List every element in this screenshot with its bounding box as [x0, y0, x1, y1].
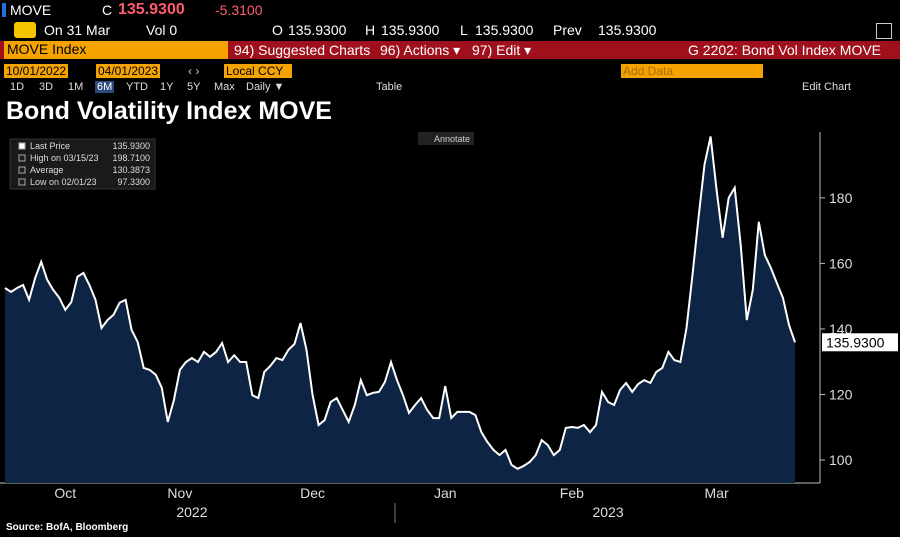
open-value: 135.9300: [288, 22, 347, 38]
legend-value: 130.3873: [112, 165, 150, 175]
x-year-label: 2022: [176, 504, 207, 520]
x-tick-label: Mar: [705, 485, 729, 501]
open-label: O: [272, 22, 283, 38]
date-bar: 10/01/2022 04/01/2023 ‹ › Local CCY Add …: [0, 63, 900, 80]
chart: 100 120 140 160 180 Oct Nov Dec Jan Feb Mar 2022 202…: [0, 132, 898, 523]
volume: Vol 0: [146, 22, 178, 38]
x-tick-label: Jan: [434, 485, 457, 501]
date: On 31 Mar: [44, 22, 111, 38]
range-button[interactable]: 1Y: [160, 81, 174, 93]
x-tick-label: Nov: [167, 485, 192, 501]
legend-swatch: [18, 166, 26, 174]
start-date[interactable]: 10/01/2022: [4, 64, 69, 78]
annotate-label: Annotate: [434, 134, 470, 144]
high-label: H: [365, 22, 376, 38]
prev-value: 135.9300: [598, 22, 657, 38]
table-button[interactable]: Table: [376, 81, 403, 93]
ticker: MOVE: [10, 2, 52, 18]
quote-bar: MOVE C 135.9300 -5.3100: [0, 0, 900, 20]
legend-value: 97.3300: [117, 177, 150, 187]
legend-value: 135.9300: [112, 141, 150, 151]
y-tick-label: 180: [829, 190, 853, 206]
x-year-label: 2023: [592, 504, 623, 520]
range-button[interactable]: 1D: [10, 81, 25, 93]
popout-icon[interactable]: [876, 23, 892, 39]
close-label: C: [102, 2, 113, 18]
last-price: 135.9300: [118, 1, 185, 18]
range-button[interactable]: 3D: [39, 81, 54, 93]
menu-bar: MOVE Index 94) Suggested Charts 96) Acti…: [0, 41, 900, 59]
line: [4, 136, 796, 470]
clock-icon[interactable]: [14, 22, 36, 38]
legend-swatch: [18, 142, 26, 150]
x-tick-label: Dec: [300, 485, 325, 501]
y-tick-label: 120: [829, 387, 853, 403]
function-name: G 2202: Bond Vol Index MOVE: [688, 42, 882, 58]
legend-box: [9, 138, 156, 190]
low-label: L: [460, 22, 468, 38]
legend-value: 198.7100: [112, 153, 150, 163]
security-field[interactable]: MOVE Index: [4, 41, 228, 59]
area: [5, 136, 795, 483]
y-tick-label: 100: [829, 452, 853, 468]
range-button[interactable]: Max: [214, 81, 235, 93]
legend-label: Last Price: [30, 141, 70, 151]
annotate-button[interactable]: Annotate: [418, 132, 474, 145]
edit-chart[interactable]: Edit Chart: [802, 81, 851, 93]
last-value-label: 135.9300: [826, 334, 885, 350]
source: Source: BofA, Bloomberg: [6, 522, 129, 533]
range-button[interactable]: YTD: [126, 81, 148, 93]
ticker-marker: [2, 3, 6, 17]
x-tick-label: Oct: [54, 485, 76, 501]
end-date[interactable]: 04/01/2023: [96, 64, 161, 78]
frequency[interactable]: Daily ▼: [246, 81, 285, 93]
menu-item[interactable]: 94) Suggested Charts: [234, 42, 371, 58]
legend-swatch: [18, 178, 26, 186]
y-tick-label: 140: [829, 321, 853, 337]
stats-bar: On 31 Mar Vol 0 O 135.9300 H 135.9300 L …: [0, 21, 900, 40]
y-tick-label: 160: [829, 255, 853, 271]
menu-item[interactable]: 97) Edit ▾: [472, 42, 532, 58]
legend-label: Low on 02/01/23: [30, 177, 97, 187]
toolbar: 1D 3D 1M 6M YTD 1Y 5Y Max Daily ▼ Table …: [0, 81, 900, 95]
legend-label: Average: [30, 165, 63, 175]
annotate-box: [418, 132, 474, 145]
prev-label: Prev: [553, 22, 582, 38]
x-tick-label: Feb: [560, 485, 584, 501]
high-value: 135.9300: [381, 22, 440, 38]
menu-item[interactable]: 96) Actions ▾: [380, 42, 461, 58]
range-button[interactable]: 6M: [95, 81, 115, 93]
last-value-tag: [822, 333, 898, 352]
range-button[interactable]: 5Y: [187, 81, 201, 93]
nav-arrows[interactable]: ‹ ›: [188, 64, 200, 78]
legend-swatch: [18, 154, 26, 162]
currency[interactable]: Local CCY: [224, 64, 292, 78]
legend-label: High on 03/15/23: [30, 153, 99, 163]
low-value: 135.9300: [475, 22, 534, 38]
add-data[interactable]: Add Data: [621, 64, 763, 78]
change: -5.3100: [215, 2, 263, 18]
chart-title: Bond Volatility Index MOVE: [6, 97, 332, 125]
range-button[interactable]: 1M: [68, 81, 84, 93]
